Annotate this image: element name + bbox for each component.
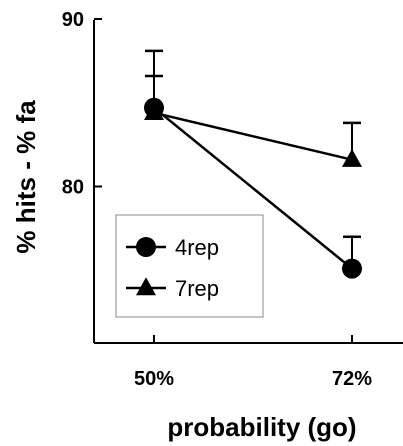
data-point <box>144 102 164 120</box>
y-tick-label: 80 <box>62 177 84 199</box>
legend-marker <box>136 237 156 257</box>
legend-box <box>115 214 264 318</box>
series-line <box>153 111 353 161</box>
x-axis-title: probability (go) <box>167 412 356 442</box>
y-tick-label: 90 <box>62 9 84 31</box>
x-tick-label: 50% <box>134 368 174 390</box>
series-line <box>153 106 353 270</box>
series-7rep <box>144 49 362 167</box>
x-tick-label: 72% <box>332 368 372 390</box>
legend-marker <box>136 277 156 296</box>
x-axis-title-group: probability (go) <box>167 412 356 442</box>
plot-area: 80 90 50% 72% 4rep 7rep <box>62 9 403 390</box>
data-point <box>342 258 362 279</box>
legend: 4rep 7rep <box>115 214 264 318</box>
legend-label: 4rep <box>175 235 219 260</box>
y-axis-title: % hits - % fa <box>11 100 41 254</box>
legend-label: 7rep <box>175 276 219 301</box>
data-point <box>342 148 362 167</box>
